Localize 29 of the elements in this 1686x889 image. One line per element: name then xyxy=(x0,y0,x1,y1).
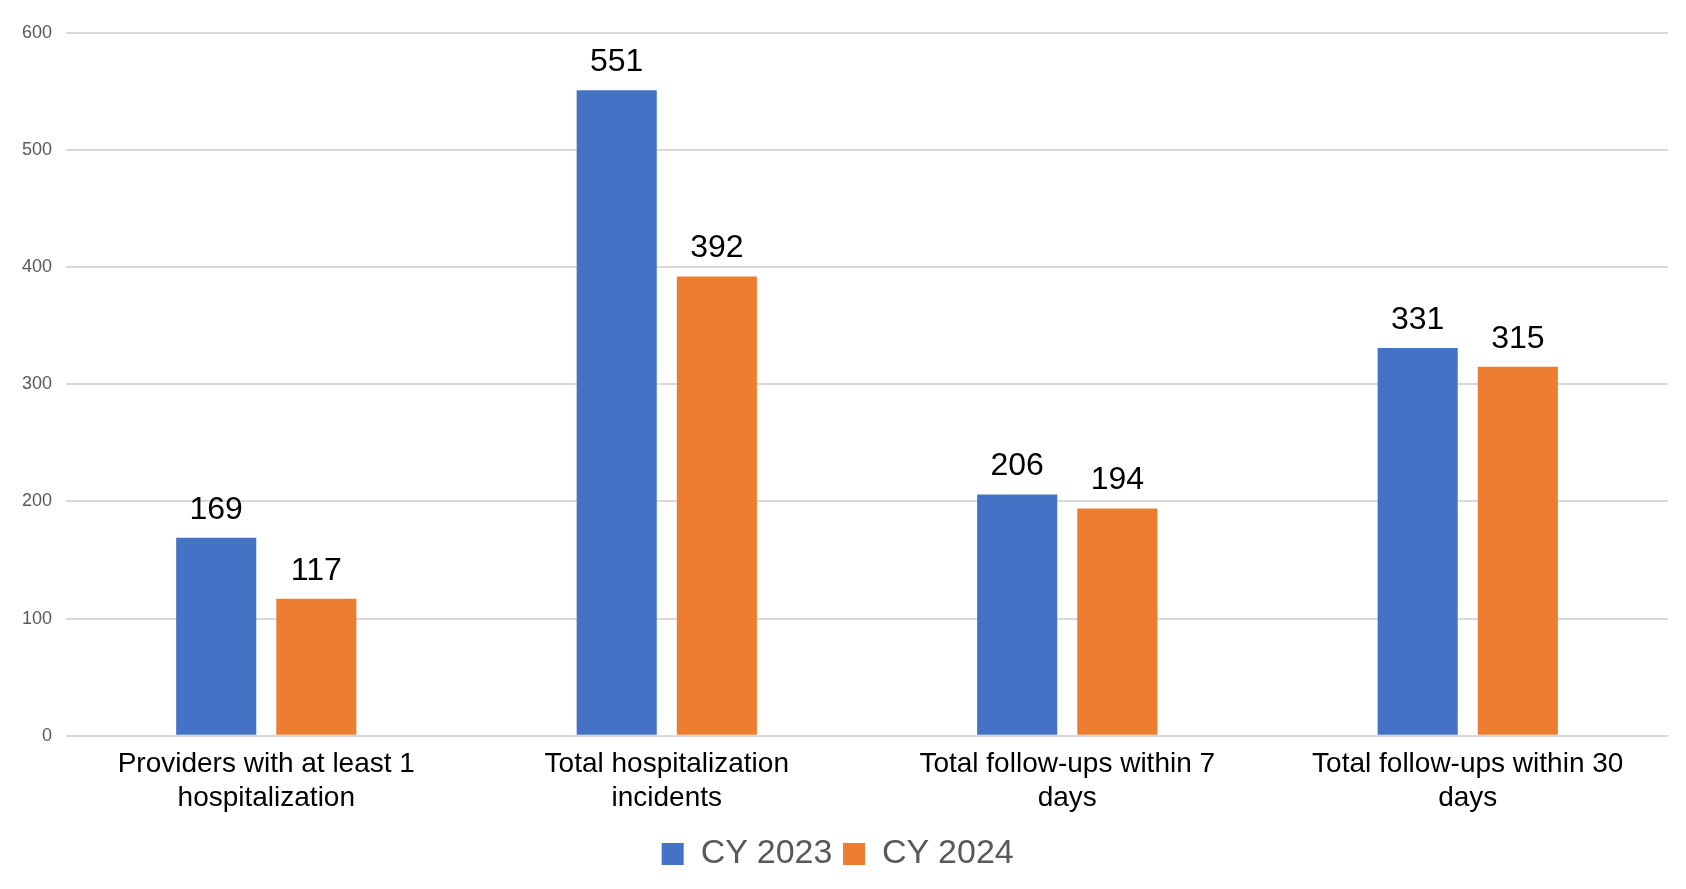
legend-label: CY 2024 xyxy=(882,832,1014,871)
y-tick-label: 600 xyxy=(21,21,53,42)
bar xyxy=(977,494,1058,735)
bar xyxy=(1377,347,1458,735)
data-label: 169 xyxy=(189,489,243,526)
data-label: 551 xyxy=(590,42,644,79)
y-tick-label: 300 xyxy=(21,373,53,394)
data-label: 315 xyxy=(1491,318,1545,355)
data-label: 392 xyxy=(690,228,744,265)
bar xyxy=(176,537,257,735)
y-tick-label: 500 xyxy=(21,138,53,159)
legend-label: CY 2023 xyxy=(700,832,833,871)
bar xyxy=(576,90,657,735)
y-tick-label: 100 xyxy=(21,607,53,628)
x-tick-label: Providers with at least 1 hospitalization xyxy=(117,747,415,812)
bar xyxy=(1477,366,1558,735)
bar xyxy=(676,276,757,735)
bar xyxy=(276,598,357,735)
y-tick-label: 200 xyxy=(21,490,53,511)
x-tick-label: Total follow-ups within 7 days xyxy=(919,747,1216,812)
bar xyxy=(1077,508,1158,735)
data-label: 331 xyxy=(1391,299,1445,336)
data-label: 194 xyxy=(1090,460,1145,497)
data-label: 117 xyxy=(290,550,342,587)
y-tick-label: 400 xyxy=(21,256,53,277)
x-tick-label: Total hospitalization incidents xyxy=(544,747,789,812)
y-tick-label: 0 xyxy=(42,724,53,745)
data-label: 206 xyxy=(990,446,1044,483)
x-tick-label: Total follow-ups within 30 days xyxy=(1312,747,1624,812)
